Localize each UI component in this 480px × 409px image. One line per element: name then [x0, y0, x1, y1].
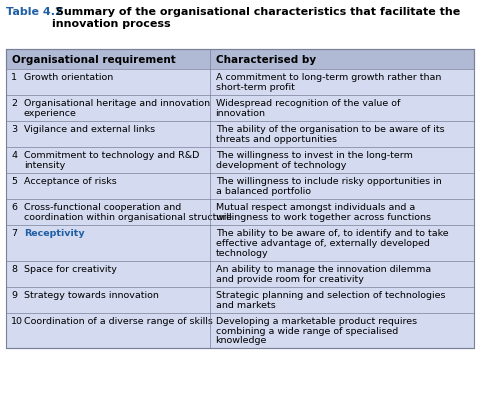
Text: effective advantage of, externally developed: effective advantage of, externally devel…	[216, 238, 430, 247]
Text: 9: 9	[11, 290, 17, 299]
Bar	[6, 70, 474, 96]
Bar	[6, 313, 474, 348]
Text: technology: technology	[216, 248, 268, 257]
Text: Summary of the organisational characteristics that facilitate the
innovation pro: Summary of the organisational characteri…	[52, 7, 460, 29]
Text: 8: 8	[11, 264, 17, 273]
Text: Space for creativity: Space for creativity	[24, 264, 117, 273]
Text: Characterised by: Characterised by	[216, 55, 316, 65]
Bar	[6, 173, 474, 200]
Text: The ability of the organisation to be aware of its: The ability of the organisation to be aw…	[216, 125, 444, 134]
Bar	[6, 122, 474, 148]
Text: 10: 10	[11, 316, 23, 325]
Text: short-term profit: short-term profit	[216, 83, 294, 92]
Bar	[6, 50, 474, 348]
Text: combining a wide range of specialised: combining a wide range of specialised	[216, 326, 398, 335]
Text: 1: 1	[11, 73, 17, 82]
Text: 5: 5	[11, 177, 17, 186]
Text: Developing a marketable product requires: Developing a marketable product requires	[216, 316, 417, 325]
Text: Acceptance of risks: Acceptance of risks	[24, 177, 117, 186]
Text: development of technology: development of technology	[216, 161, 346, 170]
Text: Widespread recognition of the value of: Widespread recognition of the value of	[216, 99, 400, 108]
Text: Organisational requirement: Organisational requirement	[12, 55, 176, 65]
Text: A commitment to long-term growth rather than: A commitment to long-term growth rather …	[216, 73, 441, 82]
Bar	[6, 200, 474, 225]
Bar	[6, 96, 474, 122]
Bar	[6, 148, 474, 173]
Text: Growth orientation: Growth orientation	[24, 73, 113, 82]
Text: Table 4.2: Table 4.2	[6, 7, 63, 17]
Text: Organisational heritage and innovation: Organisational heritage and innovation	[24, 99, 210, 108]
Text: coordination within organisational structure: coordination within organisational struc…	[24, 213, 232, 221]
Text: experience: experience	[24, 109, 77, 118]
Text: Receptivity: Receptivity	[24, 229, 84, 238]
Text: Coordination of a diverse range of skills: Coordination of a diverse range of skill…	[24, 316, 213, 325]
Text: Strategy towards innovation: Strategy towards innovation	[24, 290, 159, 299]
Text: The willingness to invest in the long-term: The willingness to invest in the long-te…	[216, 151, 412, 160]
Text: 6: 6	[11, 203, 17, 212]
Text: 3: 3	[11, 125, 17, 134]
Bar	[6, 50, 474, 70]
Text: The willingness to include risky opportunities in: The willingness to include risky opportu…	[216, 177, 441, 186]
Text: Commitment to technology and R&D: Commitment to technology and R&D	[24, 151, 199, 160]
Text: 4: 4	[11, 151, 17, 160]
Text: Vigilance and external links: Vigilance and external links	[24, 125, 155, 134]
Bar	[6, 287, 474, 313]
Text: and provide room for creativity: and provide room for creativity	[216, 274, 363, 283]
Text: 7: 7	[11, 229, 17, 238]
Text: innovation: innovation	[216, 109, 265, 118]
Text: and markets: and markets	[216, 300, 276, 309]
Bar	[6, 261, 474, 287]
Text: willingness to work together across functions: willingness to work together across func…	[216, 213, 431, 221]
Text: The ability to be aware of, to identify and to take: The ability to be aware of, to identify …	[216, 229, 448, 238]
Text: Mutual respect amongst individuals and a: Mutual respect amongst individuals and a	[216, 203, 415, 212]
Text: intensity: intensity	[24, 161, 65, 170]
Text: knowledge: knowledge	[216, 335, 267, 344]
Text: An ability to manage the innovation dilemma: An ability to manage the innovation dile…	[216, 264, 431, 273]
Text: Cross-functional cooperation and: Cross-functional cooperation and	[24, 203, 181, 212]
Text: a balanced portfolio: a balanced portfolio	[216, 187, 311, 196]
Text: 2: 2	[11, 99, 17, 108]
Text: Strategic planning and selection of technologies: Strategic planning and selection of tech…	[216, 290, 445, 299]
Bar	[6, 225, 474, 261]
Text: threats and opportunities: threats and opportunities	[216, 135, 336, 144]
